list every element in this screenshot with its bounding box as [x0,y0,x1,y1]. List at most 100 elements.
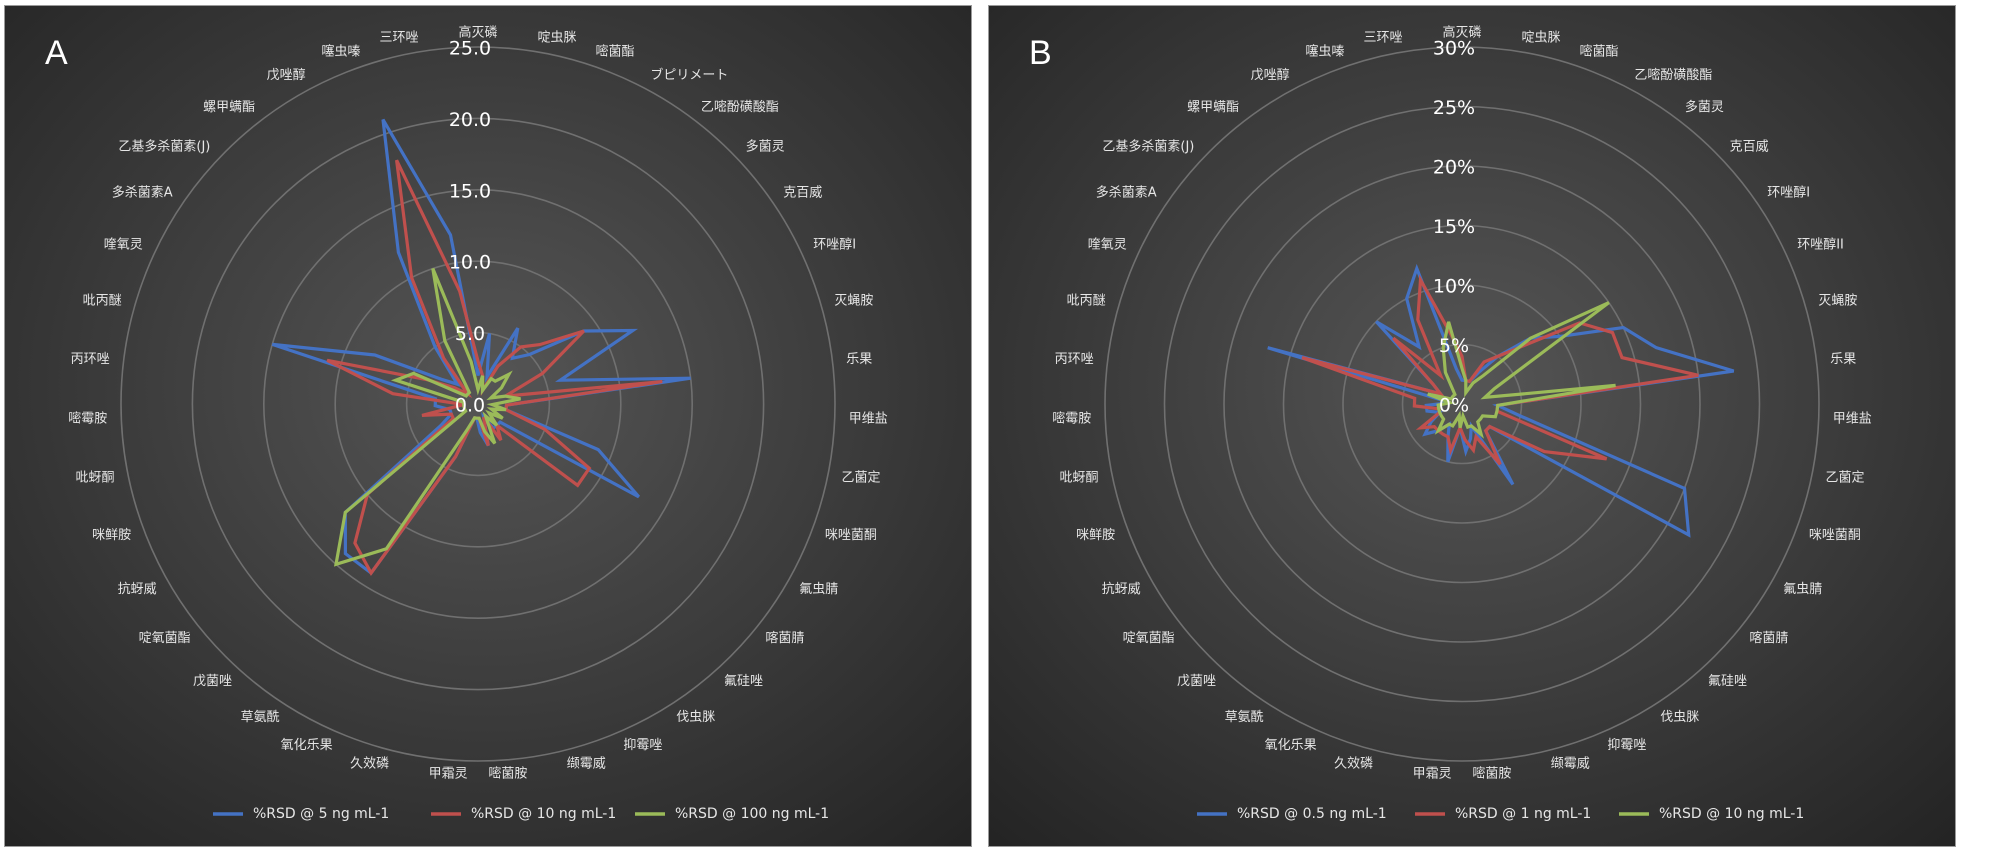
category-label: 三环唑 [1363,29,1402,45]
category-label: 灭蝇胺 [834,293,873,308]
category-label: ブピリメート [650,67,728,83]
category-label: 环唑醇I [813,237,856,253]
category-label: 多杀菌素A [1096,185,1157,201]
category-label: 嘧菌胺 [488,766,527,781]
tick-label: 25% [1433,97,1475,119]
category-label: 吡蚜酮 [1059,471,1098,486]
category-label: 戊菌唑 [193,673,232,689]
category-label: 甲维盐 [1833,411,1872,426]
category-label: 咪唑菌酮 [1809,527,1861,543]
legend-entry-2: %RSD @ 1 ng mL-1 [1455,806,1591,822]
category-label: 乙菌定 [842,471,881,486]
category-label: 草氨酰 [241,710,280,725]
category-label: 抑霉唑 [1607,737,1646,753]
category-label: 氟硅唑 [724,673,763,689]
series-line-1 [271,118,691,576]
category-label: 螺甲螨酯 [1187,100,1239,115]
grid-ring [191,117,765,691]
grid-ring [262,189,693,619]
category-label: 乙嘧酚磺酸酯 [1634,68,1712,83]
category-label: 三环唑 [379,29,418,45]
tick-label: 25.0 [449,38,491,60]
tick-label: 20.0 [449,109,491,131]
category-label: 丙环唑 [1055,351,1094,367]
tick-label: 20% [1433,157,1475,179]
tick-label: 15.0 [449,180,491,202]
category-label: 戊菌唑 [1177,673,1216,689]
tick-label: 10% [1433,276,1475,298]
category-label: 乐果 [846,352,872,367]
category-label: 氟虫腈 [799,582,838,597]
category-label: 氟虫腈 [1783,582,1822,597]
category-label: 甲维盐 [849,411,888,426]
grid-ring [1223,165,1701,643]
radar-panel-a: 0.0 5.0 10.0 15.0 20.0 25.0 高灭磷 啶虫脒 嘧菌酯 ブピリメート 乙嘧酚… [4,5,972,847]
category-label: 乙基多杀菌素(J) [1102,139,1194,155]
category-label: 抗蚜威 [118,582,157,597]
legend-entry-1: %RSD @ 5 ng mL-1 [253,806,389,822]
tick-label: 30% [1433,38,1475,60]
category-label: 咪鲜胺 [1076,528,1115,543]
tick-label: 0.0 [455,395,485,417]
category-label: 久效磷 [1334,757,1373,772]
category-label: 噻虫嗪 [321,44,360,60]
grid-ring [120,46,836,762]
category-label: 乙菌定 [1826,471,1865,486]
panel-label: A [45,34,68,72]
legend-entry-3: %RSD @ 100 ng mL-1 [675,806,829,822]
category-label: 嘧霉胺 [1052,411,1091,426]
series-line-3 [1427,301,1616,439]
category-label: 多杀菌素A [112,185,173,201]
series-line-2 [1301,274,1699,466]
category-label: 抑霉唑 [623,737,662,753]
category-label: 克百威 [783,186,822,201]
grid-ring [334,260,622,548]
grid-ring [1401,343,1523,465]
category-label: 咪唑菌酮 [825,527,877,543]
category-label: 环唑醇II [1797,237,1844,253]
category-label: 噻虫嗪 [1305,44,1344,60]
category-label: 环唑醇I [1767,185,1810,201]
category-label: 乙基多杀菌素(J) [118,139,210,155]
category-label: 喹氧灵 [104,238,143,253]
category-label: 喀菌腈 [765,630,804,646]
category-label: 吡丙醚 [1067,293,1106,308]
category-label: 缬霉威 [1551,757,1590,772]
category-label: 吡蚜酮 [75,471,114,486]
category-label: 甲霜灵 [429,766,468,781]
category-label: 咪鲜胺 [92,528,131,543]
category-label: 草氨酰 [1225,710,1264,725]
grid-ring [1163,105,1761,703]
category-label: 甲霜灵 [1413,766,1452,781]
category-label: 抗蚜威 [1102,582,1141,597]
radar-chart-b: 0% 5% 10% 15% 20% 25% 30%高灭磷 啶虫脒嘧菌酯乙嘧酚磺酸酯多菌灵克百威… [989,6,1955,846]
category-label: 乙嘧酚磺酸酯 [701,100,779,115]
category-label: 戊唑醇 [1251,67,1290,83]
category-label: 灭蝇胺 [1818,293,1857,308]
category-label: 多菌灵 [1685,99,1724,115]
category-label: 氧化乐果 [1265,738,1317,753]
legend-entry-2: %RSD @ 10 ng mL-1 [471,806,616,822]
category-label: 伐虫脒 [1660,710,1699,725]
category-label: 氧化乐果 [281,738,333,753]
category-label: 啶虫脒 [538,30,577,45]
tick-label: 5% [1439,335,1469,357]
tick-label: 10.0 [449,252,491,274]
grid-ring [405,331,551,477]
grid-ring [1282,224,1642,584]
category-label: 喀菌腈 [1749,630,1788,646]
category-label: 乐果 [1830,352,1856,367]
category-label: 嘧菌胺 [1472,766,1511,781]
category-label: 缬霉威 [567,757,606,772]
category-label: 嘧霉胺 [68,411,107,426]
category-label: 啶氧菌酯 [139,631,191,646]
category-label: 丙环唑 [71,351,110,367]
category-label: 嘧菌酯 [596,45,635,60]
category-label: 嘧菌酯 [1580,45,1619,60]
category-label: 啶虫脒 [1522,30,1561,45]
category-label: 高灭磷 [1442,25,1481,41]
category-label: 多菌灵 [746,139,785,155]
legend-entry-1: %RSD @ 0.5 ng mL-1 [1237,806,1387,822]
radar-panel-b: 0% 5% 10% 15% 20% 25% 30% 高灭磷 啶虫脒 嘧菌酯 乙嘧酚磺酸酯 多菌灵 克百威… [988,5,1956,847]
